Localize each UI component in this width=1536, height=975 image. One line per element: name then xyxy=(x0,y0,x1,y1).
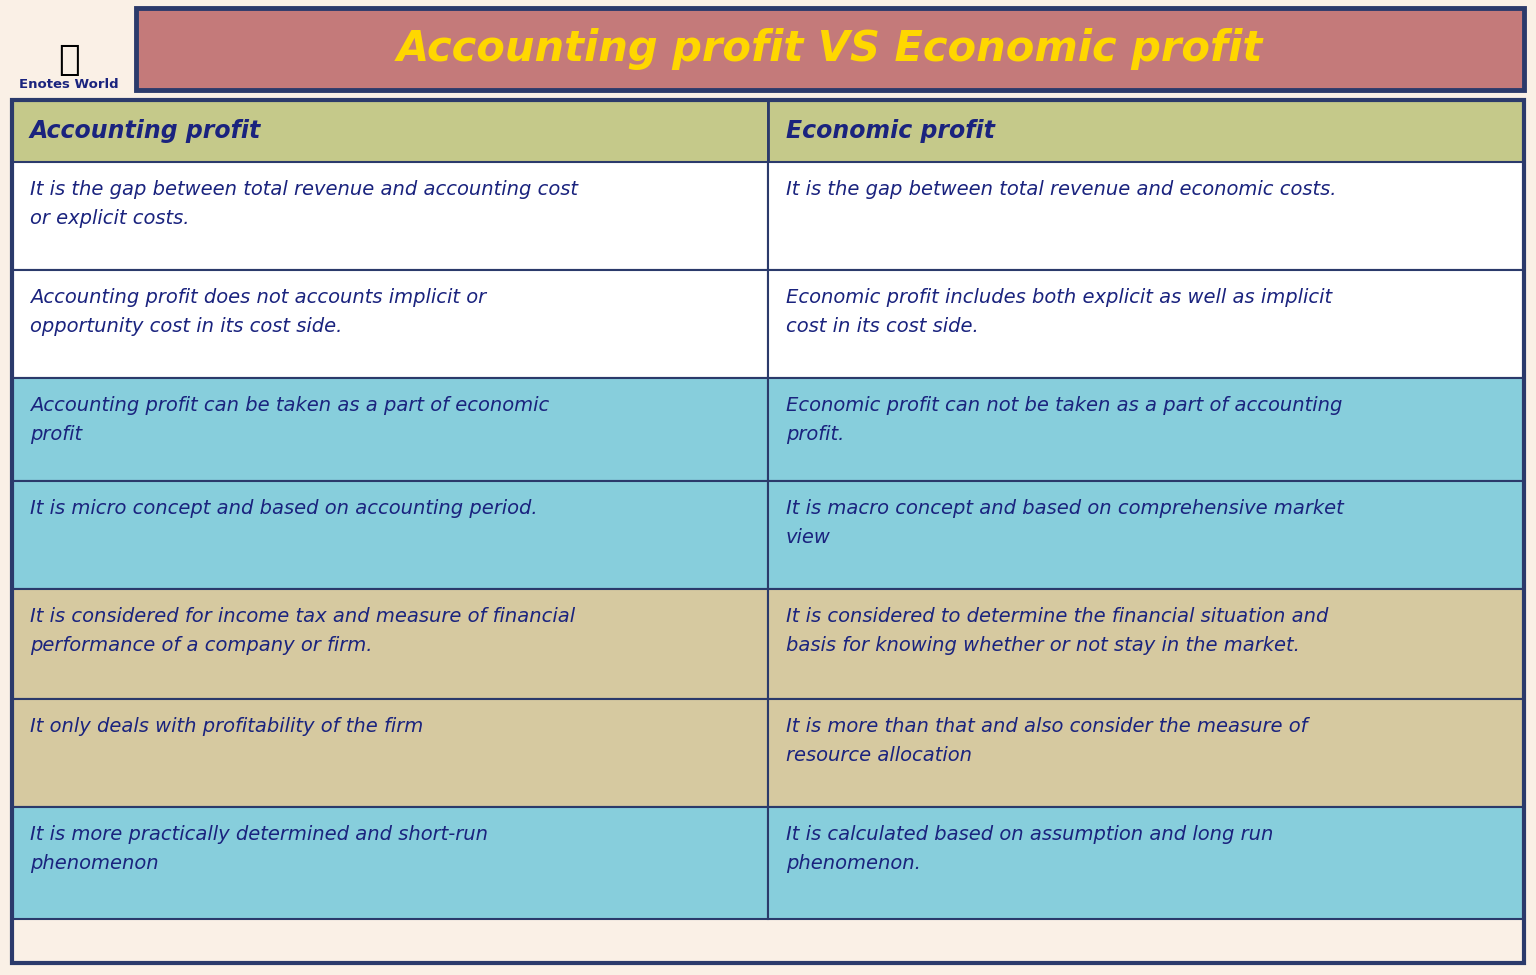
Text: Economic profit can not be taken as a part of accounting
profit.: Economic profit can not be taken as a pa… xyxy=(786,396,1342,444)
FancyBboxPatch shape xyxy=(768,100,1524,162)
FancyBboxPatch shape xyxy=(12,481,768,589)
Text: It is considered for income tax and measure of financial
performance of a compan: It is considered for income tax and meas… xyxy=(31,607,574,655)
Text: Accounting profit can be taken as a part of economic
profit: Accounting profit can be taken as a part… xyxy=(31,396,550,444)
Text: Economic profit: Economic profit xyxy=(786,119,995,143)
FancyBboxPatch shape xyxy=(137,8,1524,90)
Text: Enotes World: Enotes World xyxy=(18,77,118,91)
Text: It is macro concept and based on comprehensive market
view: It is macro concept and based on compreh… xyxy=(786,499,1344,547)
FancyBboxPatch shape xyxy=(768,481,1524,589)
Text: Accounting profit does not accounts implicit or
opportunity cost in its cost sid: Accounting profit does not accounts impl… xyxy=(31,288,485,335)
FancyBboxPatch shape xyxy=(12,270,768,378)
FancyBboxPatch shape xyxy=(768,270,1524,378)
FancyBboxPatch shape xyxy=(12,699,768,807)
Text: It is micro concept and based on accounting period.: It is micro concept and based on account… xyxy=(31,499,538,518)
FancyBboxPatch shape xyxy=(768,699,1524,807)
Text: Accounting profit: Accounting profit xyxy=(31,119,261,143)
Text: It is the gap between total revenue and economic costs.: It is the gap between total revenue and … xyxy=(786,180,1336,199)
Text: It only deals with profitability of the firm: It only deals with profitability of the … xyxy=(31,717,424,736)
Text: It is more than that and also consider the measure of
resource allocation: It is more than that and also consider t… xyxy=(786,717,1307,764)
Text: It is calculated based on assumption and long run
phenomenon.: It is calculated based on assumption and… xyxy=(786,825,1273,873)
FancyBboxPatch shape xyxy=(12,378,768,481)
FancyBboxPatch shape xyxy=(12,807,768,919)
Text: 📖: 📖 xyxy=(58,43,80,77)
Text: It is considered to determine the financial situation and
basis for knowing whet: It is considered to determine the financ… xyxy=(786,607,1329,655)
FancyBboxPatch shape xyxy=(768,807,1524,919)
FancyBboxPatch shape xyxy=(768,378,1524,481)
FancyBboxPatch shape xyxy=(12,162,768,270)
Text: Accounting profit VS Economic profit: Accounting profit VS Economic profit xyxy=(396,28,1263,70)
Text: Economic profit includes both explicit as well as implicit
cost in its cost side: Economic profit includes both explicit a… xyxy=(786,288,1332,335)
FancyBboxPatch shape xyxy=(12,100,768,162)
Text: It is the gap between total revenue and accounting cost
or explicit costs.: It is the gap between total revenue and … xyxy=(31,180,578,228)
FancyBboxPatch shape xyxy=(768,162,1524,270)
Text: It is more practically determined and short-run
phenomenon: It is more practically determined and sh… xyxy=(31,825,488,873)
FancyBboxPatch shape xyxy=(768,589,1524,699)
FancyBboxPatch shape xyxy=(12,589,768,699)
